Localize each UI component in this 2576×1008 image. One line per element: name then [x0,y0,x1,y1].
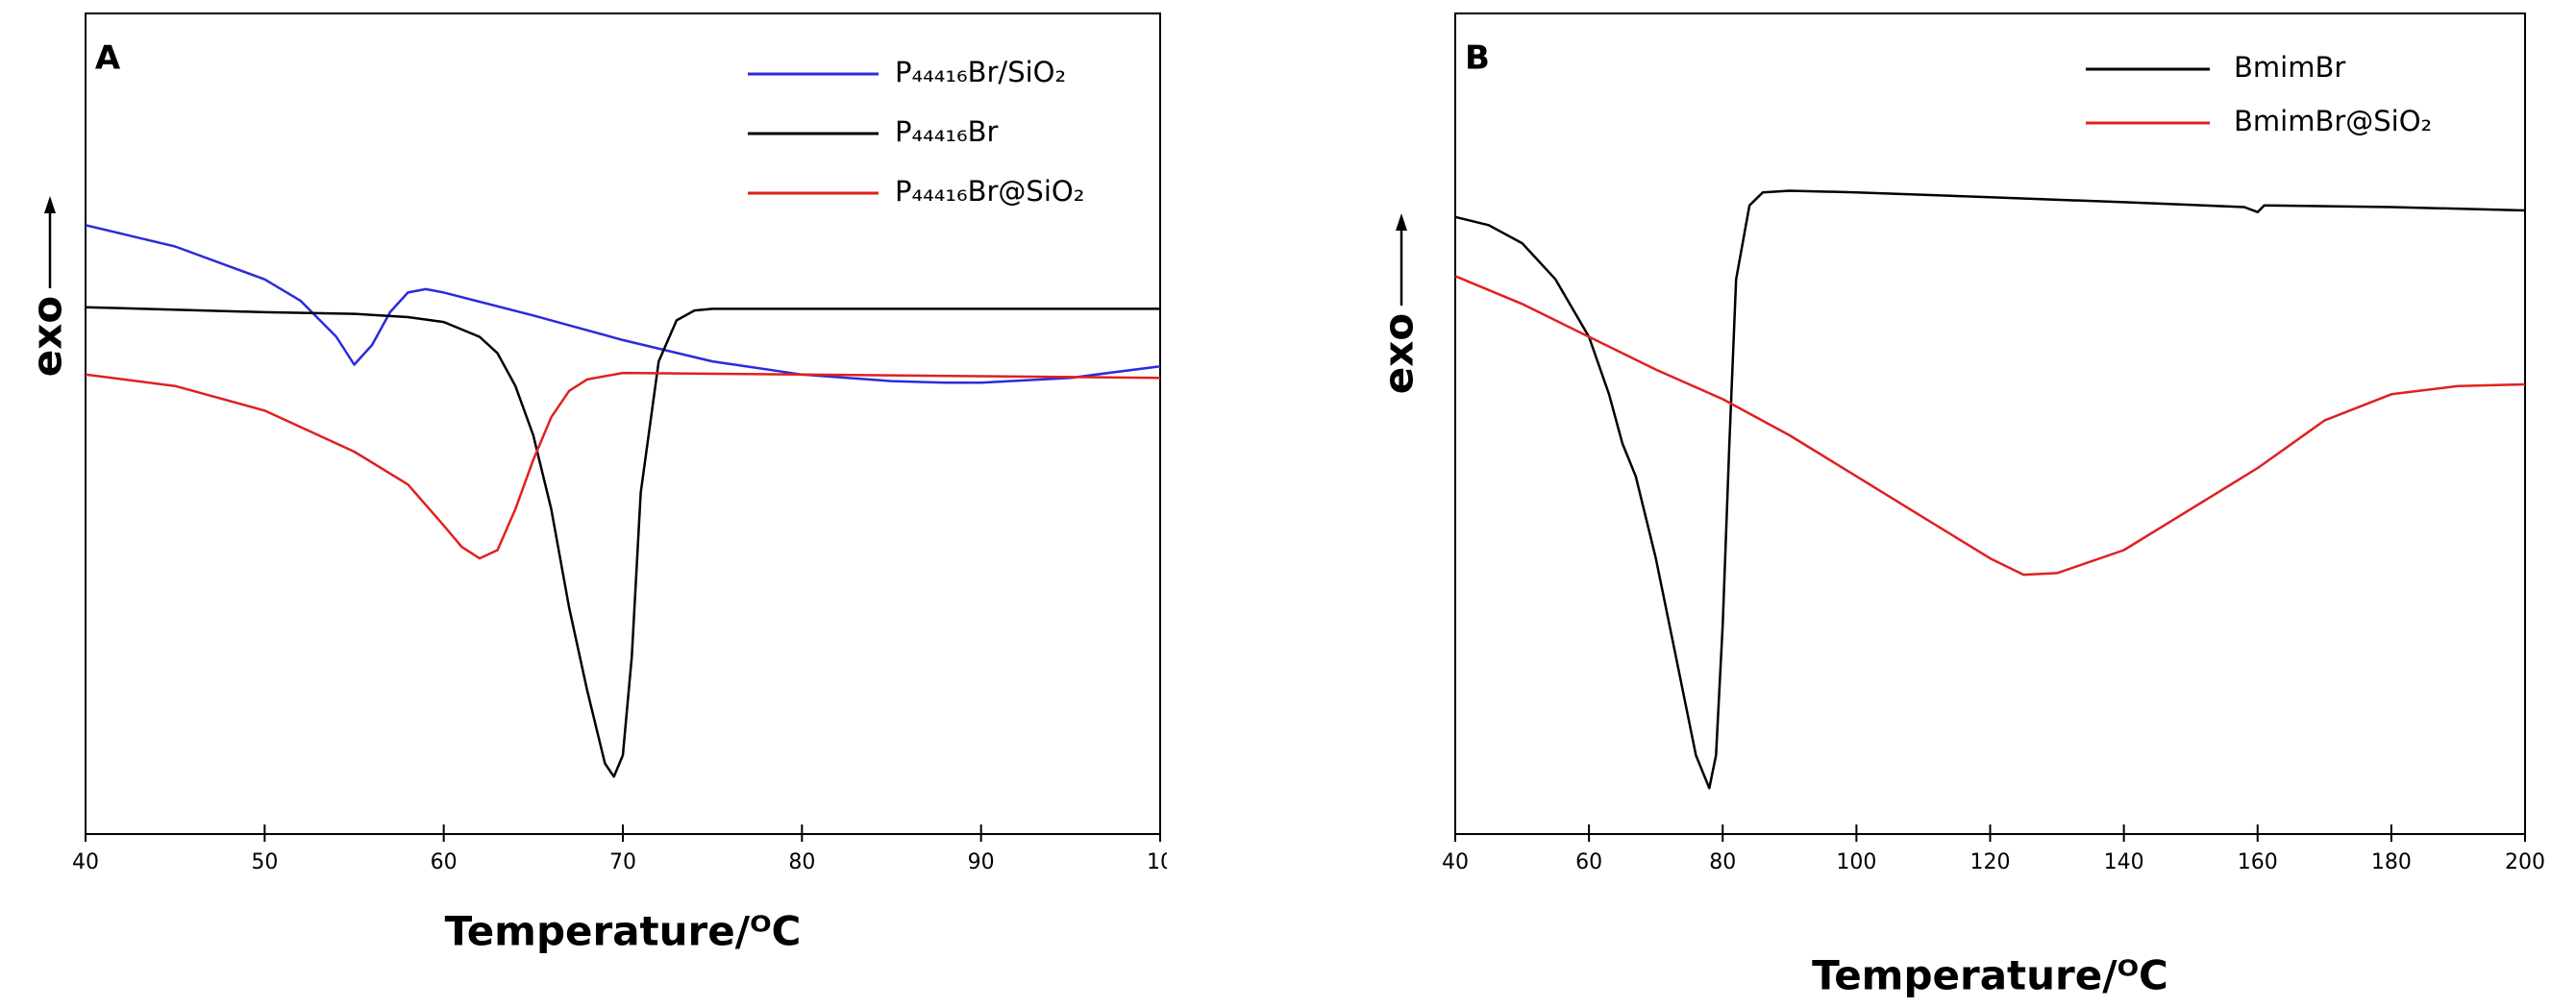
x-tick-label: 50 [251,850,278,874]
x-tick-label: 10 [1147,850,1174,874]
x-axis-label: Temperature/ᴼC [445,908,802,955]
x-tick-label: 100 [1836,850,1876,874]
series-line [1454,275,2526,577]
series-line [1454,189,2526,790]
y-arrow-head [1396,213,1407,231]
x-tick-label: 160 [2238,850,2278,874]
series-line [85,371,1161,560]
series-line [85,306,1160,778]
x-tick-label: 140 [2104,850,2144,874]
y-arrow-head [44,196,56,213]
x-tick-label: 60 [431,850,458,874]
panel: 40 50 60 70 80 90 10 Temperature/ᴼC exo A P₄₄₄₁₆Br… [24,12,1174,955]
legend-label: P₄₄₄₁₆Br@SiO₂ [895,175,1084,208]
x-tick-label: 40 [72,850,99,874]
x-tick-label: 90 [968,850,995,874]
x-tick-label: 120 [1970,850,2011,874]
x-tick-label: 200 [2505,850,2545,874]
x-tick-label: 80 [788,850,815,874]
legend-label: BmimBr [2234,51,2345,84]
x-tick-label: 60 [1575,850,1602,874]
x-tick-label: 80 [1709,850,1736,874]
panel-label: B [1465,39,1490,78]
series-line [85,224,1161,384]
legend-label: BmimBr@SiO₂ [2234,105,2432,137]
y-axis-label: exo [24,296,71,377]
panel: 40 60 80 100 120 140 160 180 200 Temperature/ᴼC ex… [1375,12,2545,999]
x-axis-label: Temperature/ᴼC [1812,952,2168,999]
panel-label: A [95,39,121,78]
x-tick-label: 180 [2371,850,2412,874]
plot-frame [85,12,1161,835]
x-tick-label: 40 [1442,850,1469,874]
y-axis-label: exo [1375,313,1423,394]
legend-label: P₄₄₄₁₆Br/SiO₂ [895,56,1066,88]
legend-label: P₄₄₄₁₆Br [895,115,999,148]
x-tick-label: 70 [609,850,636,874]
